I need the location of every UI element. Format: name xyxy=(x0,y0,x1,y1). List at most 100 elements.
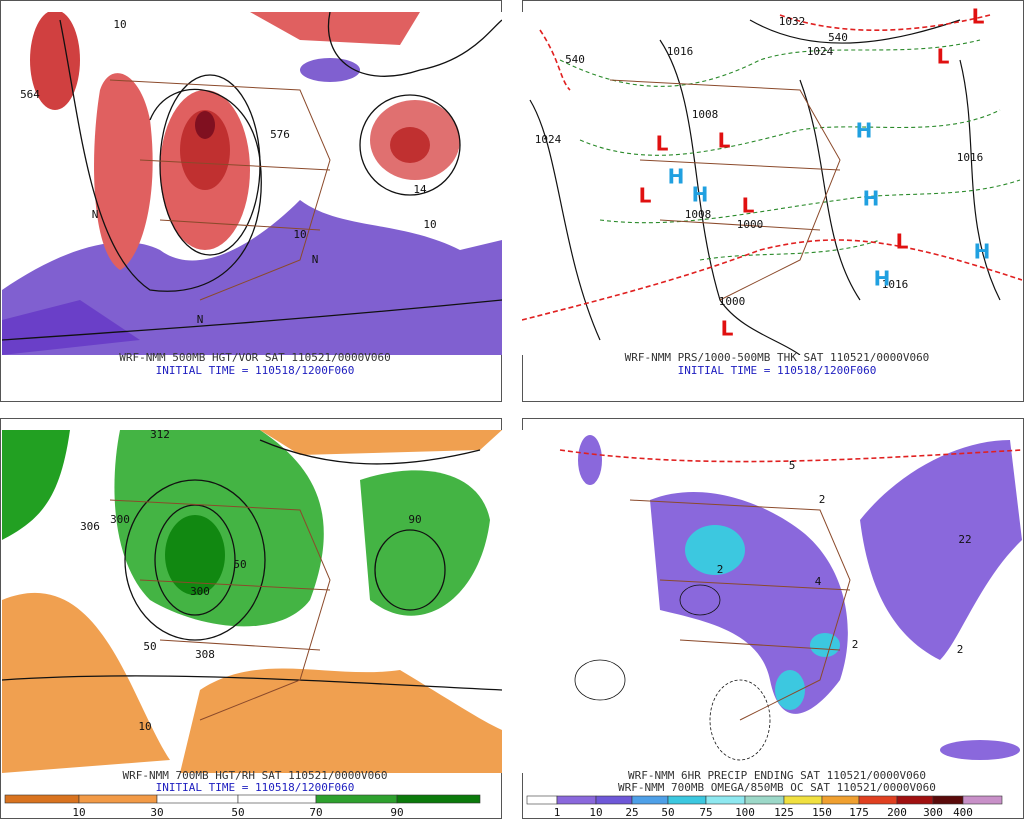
caption: INITIAL TIME = 110518/1200F060 xyxy=(678,364,877,377)
contour-label: 1016 xyxy=(667,45,694,58)
contour-label: 90 xyxy=(408,513,421,526)
contour-label: 564 xyxy=(20,88,40,101)
colorbar-swatch xyxy=(526,795,558,805)
colorbar-label: 50 xyxy=(661,806,674,819)
contour-label: 5 xyxy=(789,459,796,472)
colorbar-swatch xyxy=(896,795,934,805)
contour-label: 2 xyxy=(852,638,859,651)
contour-label: 4 xyxy=(815,575,822,588)
colorbar-label: 200 xyxy=(887,806,907,819)
contour-label: 1000 xyxy=(719,295,746,308)
pressure-center: H xyxy=(856,119,873,143)
contour-label: 312 xyxy=(150,428,170,441)
caption: WRF-NMM 700MB HGT/RH SAT 110521/0000V060 xyxy=(123,769,388,782)
contour-label: 1016 xyxy=(882,278,909,291)
contour-label: 1008 xyxy=(685,208,712,221)
contour-label: 1016 xyxy=(957,151,984,164)
contour-label: 22 xyxy=(958,533,971,546)
colorbar-label: 150 xyxy=(812,806,832,819)
caption: INITIAL TIME = 110518/1200F060 xyxy=(156,364,355,377)
contour-label: 1008 xyxy=(692,108,719,121)
pressure-center: H xyxy=(692,183,709,207)
pressure-center: L xyxy=(896,230,909,254)
contour-label: 308 xyxy=(195,648,215,661)
contour-label: 1024 xyxy=(807,45,834,58)
contour-label: 50 xyxy=(233,558,246,571)
colorbar-swatch xyxy=(556,795,597,805)
pressure-center: H xyxy=(863,187,880,211)
colorbar-swatch xyxy=(705,795,746,805)
colorbar-label: 1 xyxy=(554,806,561,819)
pressure-center: L xyxy=(639,184,652,208)
colorbar-swatch xyxy=(156,794,239,804)
colorbar-swatch xyxy=(78,794,158,804)
map-pressure xyxy=(522,12,1022,355)
caption: WRF-NMM PRS/1000-500MB THK SAT 110521/00… xyxy=(625,351,930,364)
colorbar-swatch xyxy=(783,795,823,805)
contour-label: 10 xyxy=(138,720,151,733)
colorbar-swatch xyxy=(821,795,860,805)
contour-label: 576 xyxy=(270,128,290,141)
pressure-center: L xyxy=(742,194,755,218)
contour-label: 14 xyxy=(413,183,427,196)
colorbar-swatch xyxy=(744,795,785,805)
colorbar-swatch xyxy=(667,795,707,805)
contour-label: N xyxy=(197,313,204,326)
caption: WRF-NMM 700MB OMEGA/850MB OC SAT 110521/… xyxy=(618,781,936,794)
colorbar-label: 50 xyxy=(231,806,244,819)
colorbar-label: 125 xyxy=(774,806,794,819)
contour-label: 540 xyxy=(565,53,585,66)
colorbar-label: 90 xyxy=(390,806,403,819)
contour-label: 1032 xyxy=(779,15,806,28)
caption: WRF-NMM 6HR PRECIP ENDING SAT 110521/000… xyxy=(628,769,926,782)
colorbar-swatch xyxy=(962,795,1003,805)
colorbar-label: 10 xyxy=(589,806,602,819)
colorbar-swatch xyxy=(237,794,317,804)
colorbar-swatch xyxy=(396,794,481,804)
colorbar-label: 10 xyxy=(72,806,85,819)
pressure-center: H xyxy=(974,240,991,264)
contour-label: 10 xyxy=(423,218,436,231)
colorbar-label: 70 xyxy=(309,806,322,819)
colorbar-swatch xyxy=(595,795,633,805)
contour-label: 300 xyxy=(190,585,210,598)
pressure-center: L xyxy=(937,45,950,69)
pressure-center: H xyxy=(668,165,685,189)
colorbar-swatch xyxy=(4,794,80,804)
map-humidity xyxy=(2,430,502,773)
contour-label: 300 xyxy=(110,513,130,526)
colorbar-label: 175 xyxy=(849,806,869,819)
colorbar-swatch xyxy=(932,795,964,805)
colorbar-swatch xyxy=(315,794,398,804)
caption: WRF-NMM 500MB HGT/VOR SAT 110521/0000V06… xyxy=(119,351,391,364)
map-vorticity xyxy=(2,12,502,355)
contour-label: 2 xyxy=(957,643,964,656)
contour-label: 2 xyxy=(717,563,724,576)
contour-label: N xyxy=(92,208,99,221)
labels: WRF-NMM 500MB HGT/VOR SAT 110521/0000V06… xyxy=(4,5,1003,819)
colorbar-label: 75 xyxy=(699,806,712,819)
colorbar-swatch xyxy=(631,795,669,805)
caption: INITIAL TIME = 110518/1200F060 xyxy=(156,781,355,794)
pressure-center: L xyxy=(721,317,734,341)
pressure-center: L xyxy=(656,132,669,156)
contour-label: 2 xyxy=(819,493,826,506)
colorbar-label: 100 xyxy=(735,806,755,819)
contour-label: 10 xyxy=(293,228,306,241)
colorbar-label: 25 xyxy=(625,806,638,819)
colorbar-label: 300 xyxy=(923,806,943,819)
contour-label: N xyxy=(312,253,319,266)
pressure-center: H xyxy=(874,267,891,291)
colorbar-label: 400 xyxy=(953,806,973,819)
contour-label: 50 xyxy=(143,640,156,653)
contour-label: 10 xyxy=(113,18,126,31)
pressure-center: L xyxy=(972,5,985,29)
map-precip xyxy=(522,430,1022,773)
contour-label: 1000 xyxy=(737,218,764,231)
pressure-center: L xyxy=(718,129,731,153)
contour-label: 1024 xyxy=(535,133,562,146)
contour-label: 306 xyxy=(80,520,100,533)
colorbar-swatch xyxy=(858,795,898,805)
colorbar-label: 30 xyxy=(150,806,163,819)
